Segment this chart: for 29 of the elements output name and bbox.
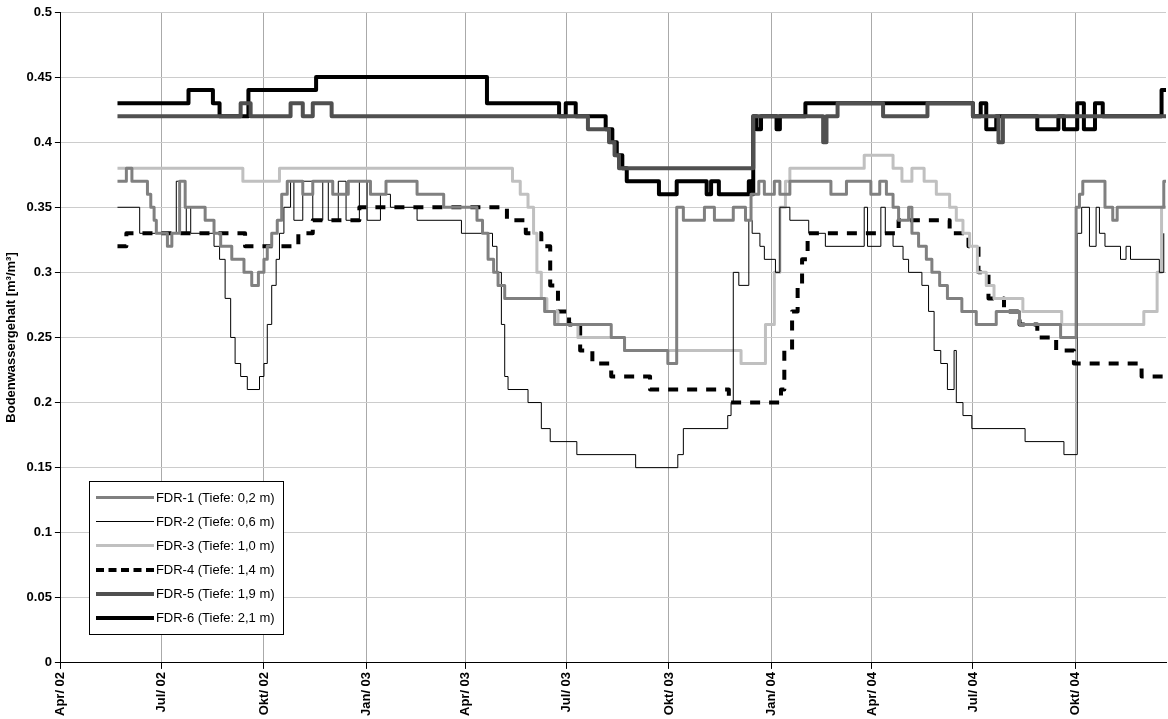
x-tick-label: Apr/ 02 (52, 671, 68, 716)
y-tick-label: 0.4 (33, 133, 53, 149)
y-axis-title: Bodenwassergehalt [m³/m³] (3, 252, 19, 423)
legend-label: FDR-5 (Tiefe: 1,9 m) (155, 586, 275, 602)
legend-label: FDR-4 (Tiefe: 1,4 m) (155, 562, 275, 578)
x-tick-label: Jan/ 03 (357, 671, 373, 717)
x-tick-label: Apr/ 04 (863, 671, 879, 716)
x-tick-label: Jul/ 02 (153, 671, 169, 713)
y-tick-label: 0.45 (26, 68, 52, 84)
x-tick-label: Apr/ 03 (457, 671, 473, 716)
legend-label: FDR-3 (Tiefe: 1,0 m) (155, 538, 275, 554)
legend-label: FDR-1 (Tiefe: 0,2 m) (155, 490, 275, 506)
x-tick-label: Jul/ 03 (558, 671, 574, 713)
y-tick-label: 0 (44, 654, 52, 670)
y-tick-label: 0.35 (26, 198, 52, 214)
y-tick-label: 0.05 (26, 589, 52, 605)
x-tick-label: Jul/ 04 (964, 671, 980, 713)
x-tick-label: Okt/ 02 (255, 671, 271, 716)
y-tick-label: 0.3 (33, 263, 52, 279)
x-tick-label: Jan/ 04 (762, 671, 778, 717)
y-tick-label: 0.15 (26, 459, 52, 475)
y-tick-label: 0.25 (26, 329, 52, 345)
legend-label: FDR-2 (Tiefe: 0,6 m) (155, 514, 275, 530)
legend-label: FDR-6 (Tiefe: 2,1 m) (155, 610, 275, 626)
y-tick-label: 0.5 (33, 3, 52, 19)
x-tick-label: Okt/ 03 (660, 671, 676, 716)
y-tick-label: 0.2 (33, 394, 52, 410)
x-tick-label: Okt/ 04 (1066, 671, 1082, 716)
y-tick-label: 0.1 (33, 524, 52, 540)
